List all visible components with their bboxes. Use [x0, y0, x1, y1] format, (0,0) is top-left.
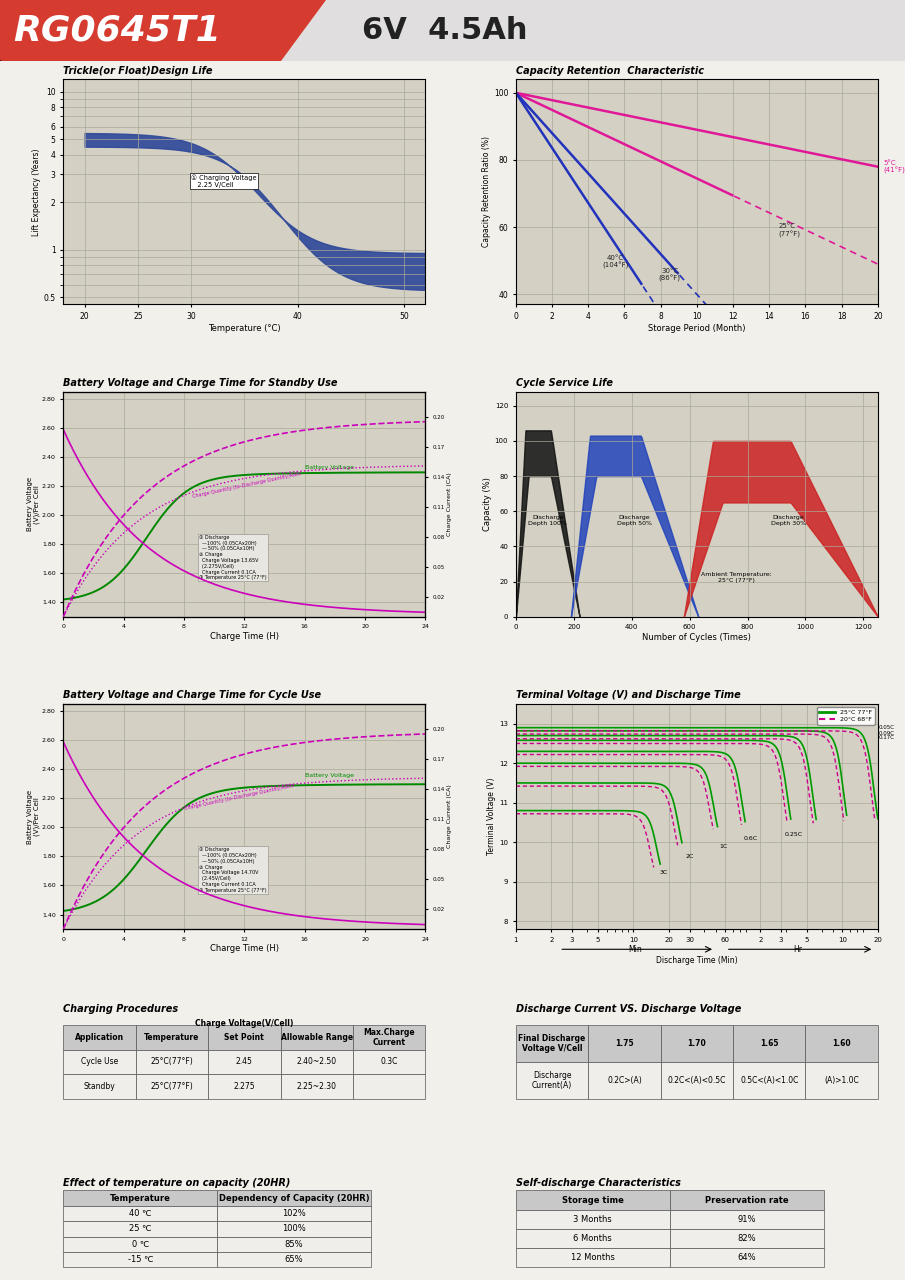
Text: 0.05C: 0.05C — [879, 726, 894, 730]
Text: Charge Quantity (to-Discharge Quantity)Ratio: Charge Quantity (to-Discharge Quantity)R… — [184, 782, 295, 812]
Polygon shape — [281, 0, 905, 61]
Text: 5°C
(41°F): 5°C (41°F) — [883, 160, 905, 174]
Text: Charge Voltage(V/Cell): Charge Voltage(V/Cell) — [195, 1019, 293, 1028]
X-axis label: Charge Time (H): Charge Time (H) — [210, 945, 279, 954]
Text: Terminal Voltage (V) and Discharge Time: Terminal Voltage (V) and Discharge Time — [516, 690, 740, 700]
Text: Ambient Temperature:
25°C (77°F): Ambient Temperature: 25°C (77°F) — [700, 572, 771, 582]
Y-axis label: Lift Expectancy (Years): Lift Expectancy (Years) — [32, 148, 41, 236]
X-axis label: Storage Period (Month): Storage Period (Month) — [648, 324, 746, 333]
Text: Hr: Hr — [794, 945, 803, 954]
Text: Discharge
Depth 30%: Discharge Depth 30% — [770, 515, 805, 526]
Text: 30°C
(86°F): 30°C (86°F) — [659, 268, 681, 283]
Y-axis label: Battery Voltage
(V)/Per Cell: Battery Voltage (V)/Per Cell — [27, 477, 41, 531]
Text: ① Charging Voltage
   2.25 V/Cell: ① Charging Voltage 2.25 V/Cell — [191, 174, 257, 188]
Text: Charging Procedures: Charging Procedures — [63, 1004, 178, 1014]
Text: 40°C
(104°F): 40°C (104°F) — [602, 255, 629, 269]
Y-axis label: Capacity (%): Capacity (%) — [483, 477, 492, 531]
Text: ① Discharge
  —100% (0.05CAx20H)
  — 50% (0.05CAx10H)
② Charge
  Charge Voltage : ① Discharge —100% (0.05CAx20H) — 50% (0.… — [199, 535, 267, 580]
X-axis label: Charge Time (H): Charge Time (H) — [210, 632, 279, 641]
Text: Self-discharge Characteristics: Self-discharge Characteristics — [516, 1179, 681, 1188]
Text: ① Discharge
  —100% (0.05CAx20H)
  — 50% (0.05CAx10H)
② Charge
  Charge Voltage : ① Discharge —100% (0.05CAx20H) — 50% (0.… — [199, 847, 267, 892]
Text: Charge Quantity (to-Discharge Quantity)Rate: Charge Quantity (to-Discharge Quantity)R… — [192, 471, 301, 499]
Text: 25°C
(77°F): 25°C (77°F) — [778, 224, 800, 238]
Y-axis label: Capacity Retention Ratio (%): Capacity Retention Ratio (%) — [482, 137, 491, 247]
Text: Effect of temperature on capacity (20HR): Effect of temperature on capacity (20HR) — [63, 1179, 291, 1188]
Text: 3C: 3C — [659, 869, 668, 874]
Legend: 25°C 77°F, 20°C 68°F: 25°C 77°F, 20°C 68°F — [817, 707, 875, 724]
Text: Battery Voltage and Charge Time for Cycle Use: Battery Voltage and Charge Time for Cycl… — [63, 690, 321, 700]
Text: 0.17C: 0.17C — [879, 736, 894, 740]
Text: Min: Min — [628, 945, 643, 954]
Y-axis label: Terminal Voltage (V): Terminal Voltage (V) — [488, 778, 497, 855]
Text: Capacity Retention  Characteristic: Capacity Retention Characteristic — [516, 65, 704, 76]
Text: 0.6C: 0.6C — [744, 836, 758, 841]
Text: Trickle(or Float)Design Life: Trickle(or Float)Design Life — [63, 65, 213, 76]
Text: 2C: 2C — [685, 854, 694, 859]
Y-axis label: Charge Current (CA): Charge Current (CA) — [447, 785, 452, 849]
Text: Discharge Current VS. Discharge Voltage: Discharge Current VS. Discharge Voltage — [516, 1004, 741, 1014]
Text: 6V  4.5Ah: 6V 4.5Ah — [362, 17, 528, 45]
Text: Battery Voltage: Battery Voltage — [305, 773, 354, 777]
Text: Discharge Time (Min): Discharge Time (Min) — [656, 956, 738, 965]
Text: RG0645T1: RG0645T1 — [14, 14, 222, 47]
Text: Discharge
Depth 50%: Discharge Depth 50% — [617, 515, 653, 526]
Text: Battery Voltage: Battery Voltage — [305, 465, 354, 470]
Text: Discharge
Depth 100%: Discharge Depth 100% — [529, 515, 567, 526]
Text: Cycle Service Life: Cycle Service Life — [516, 378, 613, 388]
Text: Battery Voltage and Charge Time for Standby Use: Battery Voltage and Charge Time for Stan… — [63, 378, 338, 388]
X-axis label: Temperature (°C): Temperature (°C) — [208, 324, 281, 333]
Y-axis label: Charge Current (CA): Charge Current (CA) — [447, 472, 452, 536]
Y-axis label: Battery Voltage
(V)/Per Cell: Battery Voltage (V)/Per Cell — [27, 790, 41, 844]
Text: 0.25C: 0.25C — [785, 832, 803, 837]
Text: 1C: 1C — [719, 844, 728, 849]
Text: 0.09C: 0.09C — [879, 731, 894, 736]
X-axis label: Number of Cycles (Times): Number of Cycles (Times) — [643, 634, 751, 643]
